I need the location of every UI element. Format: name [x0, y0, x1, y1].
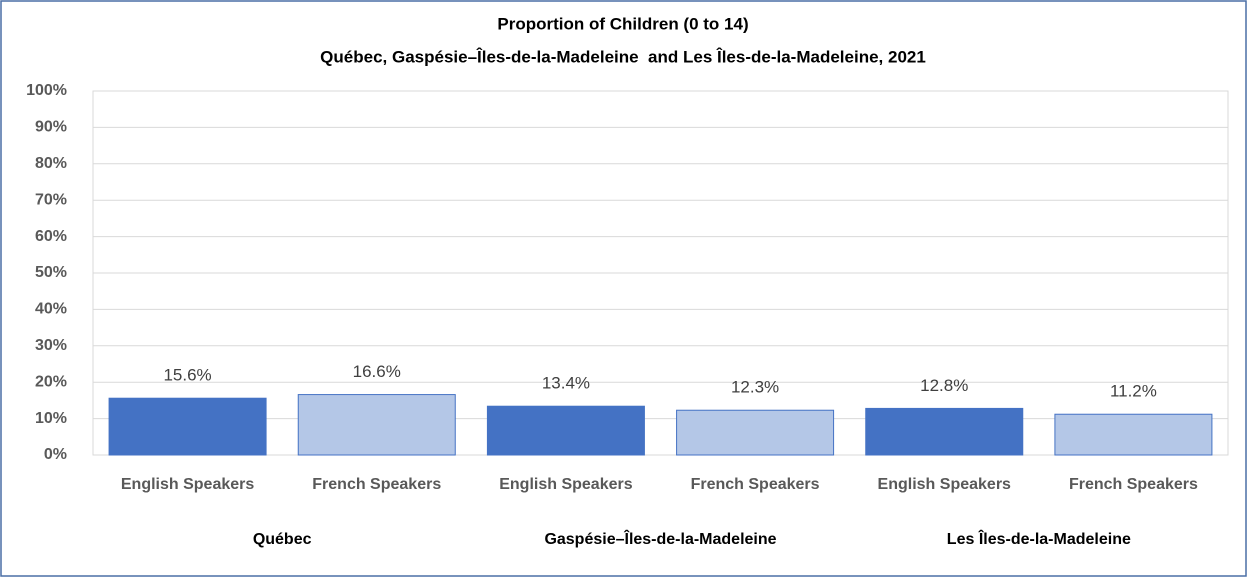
y-tick-label: 70% — [35, 191, 67, 208]
y-tick-label: 90% — [35, 119, 67, 136]
data-label: 16.6% — [353, 362, 401, 381]
x-tick-label: French Speakers — [312, 476, 441, 493]
x-tick-label: French Speakers — [691, 476, 820, 493]
data-label: 12.8% — [920, 376, 968, 395]
bar — [676, 409, 835, 456]
bar — [486, 405, 645, 456]
bar — [1054, 413, 1213, 456]
bar — [108, 397, 267, 456]
bar — [865, 407, 1024, 456]
y-tick-label: 60% — [35, 228, 67, 245]
chart-title: Proportion of Children (0 to 14) — [497, 14, 748, 33]
chart-subtitle: Québec, Gaspésie–Îles-de-la-Madeleine an… — [320, 47, 926, 66]
y-tick-label: 40% — [35, 301, 67, 318]
bar — [297, 394, 456, 456]
data-label: 12.3% — [731, 378, 779, 397]
data-label: 11.2% — [1110, 382, 1157, 401]
x-tick-label: French Speakers — [1069, 476, 1198, 493]
group-label: Les Îles-de-la-Madeleine — [947, 529, 1131, 548]
y-tick-label: 50% — [35, 264, 67, 281]
y-tick-label: 0% — [44, 446, 67, 463]
data-label: 13.4% — [542, 374, 590, 393]
x-tick-label: English Speakers — [878, 476, 1011, 493]
y-tick-label: 10% — [35, 410, 67, 427]
x-tick-label: English Speakers — [499, 476, 632, 493]
y-tick-label: 20% — [35, 373, 67, 390]
y-tick-label: 100% — [26, 82, 67, 99]
group-label: Gaspésie–Îles-de-la-Madeleine — [544, 529, 776, 548]
group-label: Québec — [253, 531, 312, 548]
data-label: 15.6% — [163, 366, 211, 385]
y-tick-label: 30% — [35, 337, 67, 354]
x-tick-label: English Speakers — [121, 476, 254, 493]
y-tick-label: 80% — [35, 155, 67, 172]
